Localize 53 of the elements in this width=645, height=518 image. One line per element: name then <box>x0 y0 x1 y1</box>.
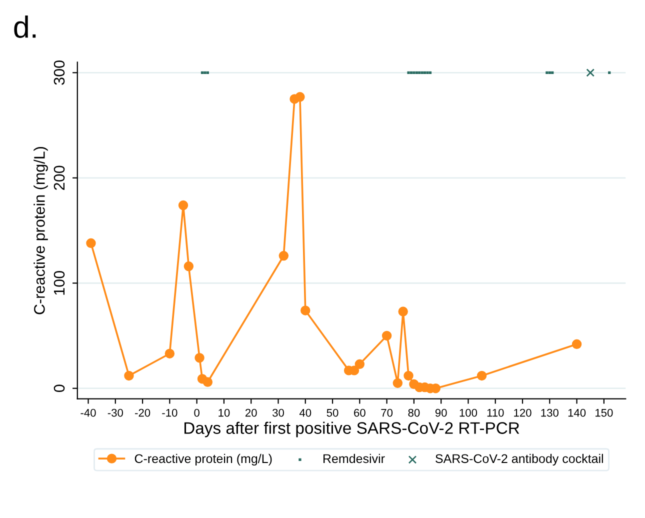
x-tick-label: 50 <box>326 408 338 417</box>
y-tick-label: 200 <box>54 166 65 190</box>
x-tick-label: 120 <box>514 408 532 417</box>
point <box>202 377 213 387</box>
point <box>194 352 204 363</box>
x-tick-label: 80 <box>408 408 420 417</box>
x-tick-label: 0 <box>194 408 200 417</box>
point <box>178 200 188 210</box>
point <box>184 261 194 272</box>
y-tick-label: 0 <box>54 384 65 392</box>
point <box>426 71 429 74</box>
x-tick-label: 150 <box>596 408 613 417</box>
x-tick-label: -40 <box>80 408 96 417</box>
point <box>404 370 414 381</box>
point <box>382 330 392 341</box>
point <box>398 306 408 316</box>
x-tick-label: 140 <box>568 408 586 417</box>
point <box>572 339 582 350</box>
x-tick-label: 20 <box>245 408 257 417</box>
x-tick-label: 100 <box>460 408 478 417</box>
x-tick-label: -20 <box>135 408 150 417</box>
x-tick-label: 40 <box>299 408 312 417</box>
legend-label: C-reactive protein (mg/L) <box>134 454 272 466</box>
legend-label: Remdesivir <box>323 454 385 464</box>
y-tick-label: 300 <box>54 60 65 85</box>
point <box>124 370 134 381</box>
point <box>476 370 487 381</box>
point <box>392 378 403 388</box>
point <box>586 68 595 77</box>
point <box>295 92 305 102</box>
point <box>86 238 96 248</box>
point <box>300 306 310 316</box>
y-axis-title: C-reactive protein (mg/L) <box>34 146 48 314</box>
legend-label: SARS-CoV-2 antibody cocktail <box>436 454 603 466</box>
chart-title: d. <box>14 16 36 38</box>
x-tick-label: 10 <box>218 408 230 417</box>
point <box>354 359 365 369</box>
point <box>546 71 548 74</box>
point <box>204 71 206 74</box>
x-tick-label: 110 <box>487 408 504 417</box>
point <box>164 348 175 358</box>
x-axis-title: Days after first positive SARS-CoV-2 RT-PCR <box>184 422 520 438</box>
x-tick-label: -10 <box>162 408 178 417</box>
point <box>412 71 416 74</box>
point <box>278 250 289 261</box>
x-tick-label: 70 <box>381 408 393 417</box>
x-tick-label: -30 <box>108 408 123 417</box>
x-tick-label: 30 <box>272 408 284 417</box>
x-tick-label: 60 <box>354 408 366 417</box>
y-tick-label: 100 <box>54 270 65 295</box>
point <box>407 71 410 74</box>
x-tick-label: 90 <box>435 408 447 417</box>
x-tick-label: 130 <box>541 408 558 417</box>
